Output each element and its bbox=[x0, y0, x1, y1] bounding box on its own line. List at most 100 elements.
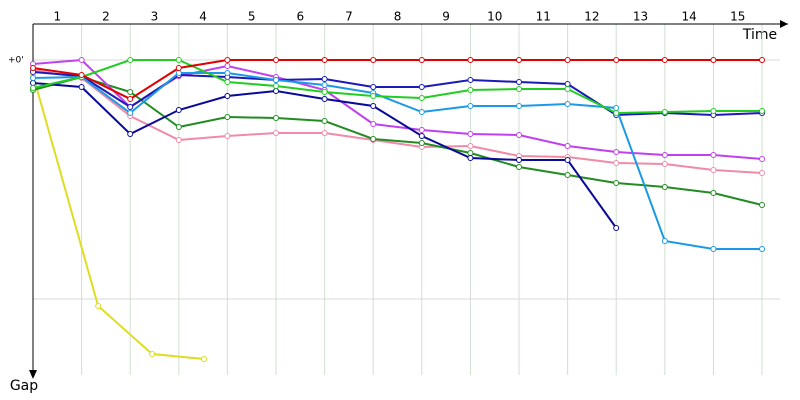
data-point bbox=[564, 57, 571, 63]
data-point bbox=[175, 57, 182, 63]
data-point bbox=[418, 95, 425, 101]
series-line bbox=[32, 75, 763, 206]
data-point bbox=[127, 131, 134, 137]
data-point bbox=[273, 88, 280, 94]
data-point bbox=[370, 121, 377, 127]
x-axis-label: Time bbox=[742, 27, 777, 43]
data-point bbox=[516, 103, 523, 109]
data-point bbox=[273, 130, 280, 136]
data-point bbox=[127, 89, 134, 95]
data-point bbox=[273, 115, 280, 121]
data-point bbox=[418, 57, 425, 63]
data-point bbox=[273, 57, 280, 63]
data-point bbox=[516, 57, 523, 63]
data-point bbox=[467, 143, 474, 149]
x-tick-label: 6 bbox=[296, 10, 304, 24]
data-point bbox=[418, 140, 425, 146]
data-point bbox=[661, 109, 668, 115]
data-point bbox=[127, 110, 134, 116]
x-tick-label: 14 bbox=[681, 10, 696, 24]
x-tick-label: 7 bbox=[345, 10, 353, 24]
data-point bbox=[710, 152, 717, 158]
data-point bbox=[175, 65, 182, 71]
y-axis-arrow bbox=[29, 370, 37, 379]
data-point bbox=[564, 81, 571, 87]
data-point bbox=[564, 86, 571, 92]
data-point bbox=[564, 172, 571, 178]
y-axis-label: Gap bbox=[10, 378, 38, 394]
data-point bbox=[613, 110, 620, 116]
data-point bbox=[224, 93, 231, 99]
data-point bbox=[467, 87, 474, 93]
data-point bbox=[321, 89, 328, 95]
series-line bbox=[32, 71, 763, 117]
data-point bbox=[175, 107, 182, 113]
data-point bbox=[321, 57, 328, 63]
data-point bbox=[149, 351, 156, 357]
data-point bbox=[78, 57, 85, 63]
data-point bbox=[30, 65, 36, 71]
data-point bbox=[759, 246, 766, 252]
x-tick-label: 10 bbox=[487, 10, 502, 24]
x-tick-label: 4 bbox=[199, 10, 207, 24]
data-point bbox=[224, 114, 231, 120]
data-point bbox=[418, 84, 425, 90]
data-point bbox=[516, 86, 523, 92]
data-point bbox=[710, 108, 717, 114]
data-point bbox=[467, 57, 474, 63]
data-point bbox=[370, 84, 377, 90]
data-point bbox=[613, 149, 620, 155]
data-point bbox=[759, 156, 766, 162]
data-point bbox=[127, 57, 134, 63]
x-tick-label: 9 bbox=[442, 10, 450, 24]
data-point bbox=[759, 170, 766, 176]
data-point bbox=[564, 143, 571, 149]
x-tick-label: 8 bbox=[394, 10, 402, 24]
x-tick-label: 15 bbox=[730, 10, 745, 24]
data-point bbox=[759, 202, 766, 208]
data-point bbox=[613, 180, 620, 186]
data-point bbox=[201, 356, 208, 362]
data-point bbox=[661, 184, 668, 190]
data-point bbox=[175, 137, 182, 143]
data-point bbox=[418, 133, 425, 139]
x-tick-label: 2 bbox=[102, 10, 110, 24]
data-point bbox=[661, 161, 668, 167]
data-point bbox=[224, 63, 231, 69]
data-point bbox=[418, 109, 425, 115]
data-point bbox=[321, 96, 328, 102]
data-point bbox=[175, 124, 182, 130]
y-tick-label: +0' bbox=[8, 56, 24, 66]
data-point bbox=[418, 127, 425, 133]
x-tick-label: 3 bbox=[151, 10, 159, 24]
data-point bbox=[613, 225, 620, 231]
data-point bbox=[467, 77, 474, 83]
x-tick-label: 5 bbox=[248, 10, 256, 24]
data-point bbox=[613, 160, 620, 166]
data-point bbox=[516, 79, 523, 85]
x-tick-label: 13 bbox=[633, 10, 648, 24]
data-point bbox=[78, 84, 85, 90]
data-point bbox=[321, 130, 328, 136]
data-point bbox=[467, 131, 474, 137]
data-point bbox=[321, 76, 328, 82]
data-point bbox=[516, 132, 523, 138]
data-point bbox=[613, 57, 620, 63]
data-point bbox=[467, 103, 474, 109]
data-point bbox=[564, 101, 571, 107]
data-point bbox=[759, 57, 766, 63]
x-axis-arrow bbox=[780, 20, 788, 28]
data-point bbox=[564, 157, 571, 163]
data-point bbox=[613, 105, 620, 111]
data-point bbox=[127, 96, 134, 102]
data-point bbox=[661, 57, 668, 63]
data-point bbox=[370, 103, 377, 109]
data-point bbox=[78, 72, 85, 78]
x-tick-label: 1 bbox=[53, 10, 61, 24]
data-point bbox=[370, 136, 377, 142]
data-point bbox=[710, 190, 717, 196]
data-point bbox=[30, 85, 36, 91]
data-point bbox=[224, 70, 231, 76]
data-point bbox=[516, 164, 523, 170]
